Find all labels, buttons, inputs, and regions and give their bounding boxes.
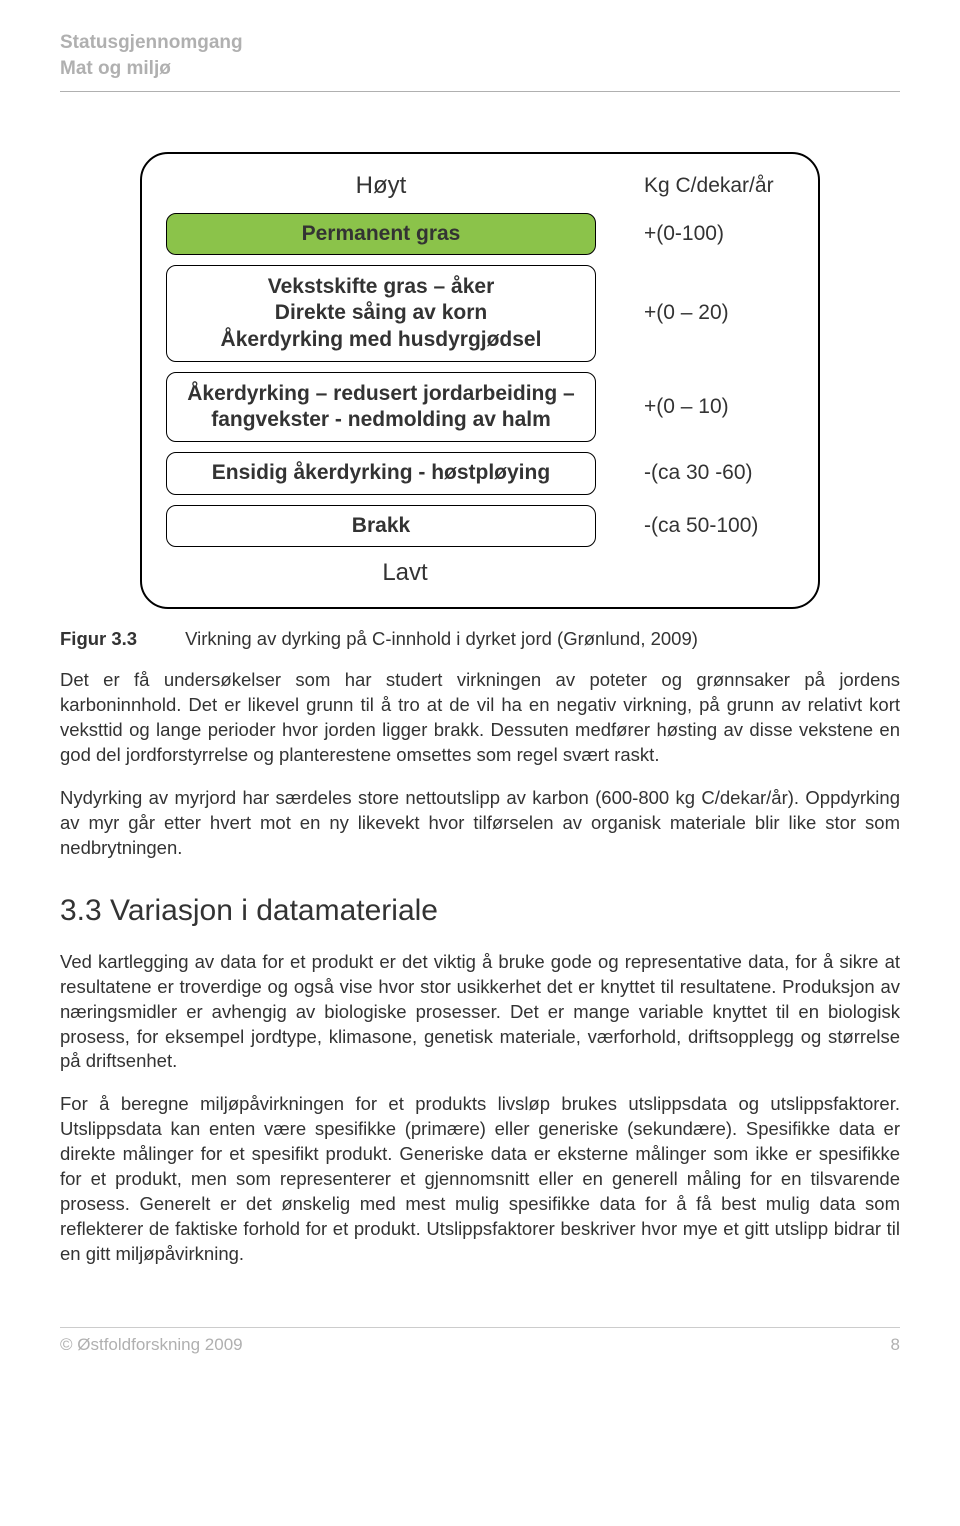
figure-caption-text: Virkning av dyrking på C-innhold i dyrke… (185, 628, 698, 649)
figure-diagram: Høyt Kg C/dekar/år Permanent gras +(0-10… (140, 152, 820, 609)
figure-label: Figur 3.3 (60, 627, 180, 652)
diagram-bottom-label: Lavt (16, 557, 794, 589)
diagram-box-brakk: Brakk (166, 505, 596, 547)
body-paragraph: Nydyrking av myrjord har særdeles store … (60, 786, 900, 861)
diagram-row: Vekstskifte gras – åkerDirekte såing av … (166, 265, 794, 362)
diagram-value: -(ca 50-100) (644, 512, 794, 540)
diagram-units-label: Kg C/dekar/år (644, 172, 794, 200)
diagram-top-label: Høyt (166, 170, 596, 202)
body-paragraph: Det er få undersøkelser som har studert … (60, 668, 900, 768)
body-paragraph: Ved kartlegging av data for et produkt e… (60, 950, 900, 1075)
diagram-row: Brakk -(ca 50-100) (166, 505, 794, 547)
section-heading: 3.3 Variasjon i datamateriale (60, 891, 900, 932)
diagram-title-row: Høyt Kg C/dekar/år (166, 170, 794, 202)
doc-header-line1: Statusgjennomgang (60, 30, 900, 56)
diagram-row: Åkerdyrking – redusert jordarbeiding –fa… (166, 372, 794, 443)
footer-copyright: © Østfoldforskning 2009 (60, 1334, 243, 1357)
diagram-box-permanent-gras: Permanent gras (166, 213, 596, 255)
doc-header-line2: Mat og miljø (60, 56, 900, 82)
page-footer: © Østfoldforskning 2009 8 (60, 1327, 900, 1357)
diagram-value: +(0 – 20) (644, 299, 794, 327)
body-paragraph: For å beregne miljøpåvirkningen for et p… (60, 1092, 900, 1267)
diagram-row: Ensidig åkerdyrking - høstpløying -(ca 3… (166, 452, 794, 494)
footer-page-number: 8 (891, 1334, 900, 1357)
diagram-value: -(ca 30 -60) (644, 459, 794, 487)
doc-header: Statusgjennomgang Mat og miljø (60, 30, 900, 81)
header-rule (60, 91, 900, 92)
diagram-box-vekstskifte: Vekstskifte gras – åkerDirekte såing av … (166, 265, 596, 362)
diagram-box-redusert: Åkerdyrking – redusert jordarbeiding –fa… (166, 372, 596, 443)
figure-diagram-wrap: Høyt Kg C/dekar/år Permanent gras +(0-10… (60, 152, 900, 609)
diagram-box-ensidig: Ensidig åkerdyrking - høstpløying (166, 452, 596, 494)
diagram-value: +(0 – 10) (644, 393, 794, 421)
figure-caption: Figur 3.3 Virkning av dyrking på C-innho… (60, 627, 900, 652)
diagram-row: Permanent gras +(0-100) (166, 213, 794, 255)
diagram-value: +(0-100) (644, 220, 794, 248)
